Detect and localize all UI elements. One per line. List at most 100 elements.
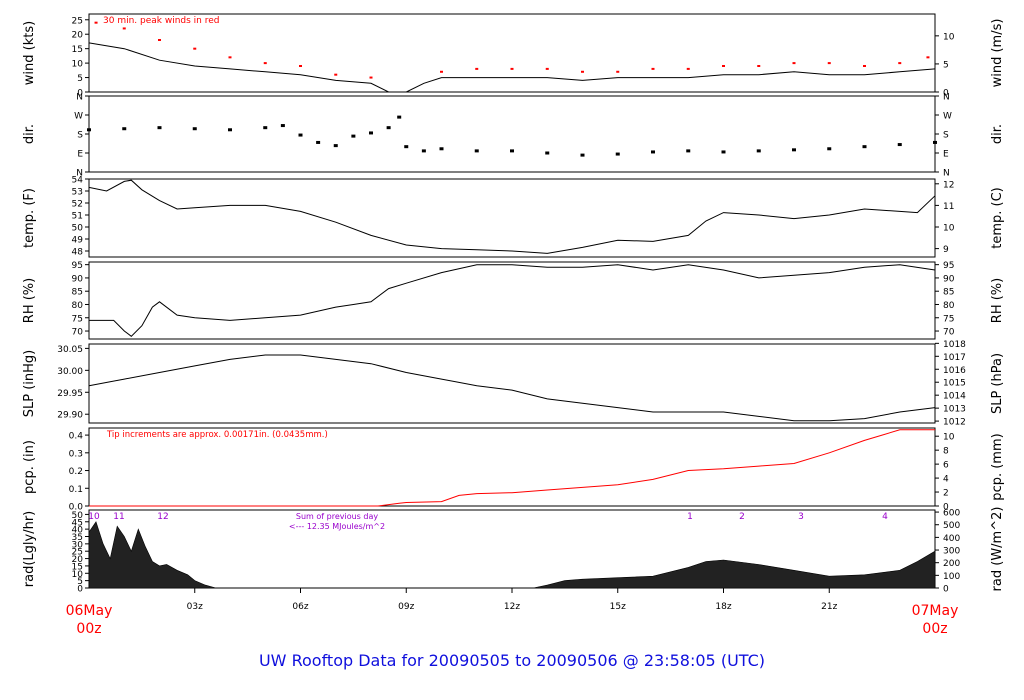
left-tick-label: 0 <box>77 89 83 99</box>
direction-point <box>316 140 321 144</box>
left-tick-label: 30.05 <box>57 345 83 355</box>
right-tick-label: 9 <box>943 245 949 255</box>
peak-wind-mark <box>158 39 161 41</box>
left-tick-label: 0.2 <box>69 467 83 477</box>
direction-point <box>439 147 444 151</box>
direction-point <box>615 152 620 156</box>
rad-hour-label: 3 <box>798 512 804 522</box>
right-tick-label: 1018 <box>943 340 966 350</box>
right-tick-label: S <box>943 131 949 141</box>
left-tick-label: 29.95 <box>57 389 83 399</box>
peak-wind-mark <box>616 70 620 73</box>
left-tick-label: 0 <box>77 585 83 595</box>
right-tick-label: 11 <box>943 202 954 212</box>
left-tick-label: 0.1 <box>69 485 83 495</box>
right-tick-label: 0 <box>943 89 949 99</box>
ylabel-left-pcp: pcp. (in) <box>22 440 37 494</box>
time-tick-label: 03z <box>187 602 203 612</box>
left-tick-label: 25 <box>72 548 83 558</box>
left-tick-label: 0.3 <box>69 449 83 459</box>
ylabel-left-dir: dir. <box>22 124 37 144</box>
direction-point <box>397 115 402 119</box>
left-tick-label: 10 <box>72 570 84 580</box>
ylabel-right-slp: SLP (hPa) <box>990 353 1005 414</box>
wind-annotation: 30 min. peak winds in red <box>103 16 220 26</box>
right-tick-label: 10 <box>943 32 955 42</box>
direction-point <box>192 127 197 131</box>
left-tick-label: 29.90 <box>57 411 83 421</box>
panel-frame-pcp <box>88 427 936 507</box>
left-tick-label: N <box>76 169 83 179</box>
direction-point <box>386 126 391 130</box>
chart-title: UW Rooftop Data for 20090505 to 20090506… <box>258 651 766 670</box>
ylabel-right-dir: dir. <box>990 124 1005 144</box>
right-tick-label: 200 <box>943 559 960 569</box>
left-tick-label: 50 <box>72 511 84 521</box>
left-tick-label: W <box>74 112 83 122</box>
rad-hour-label: 11 <box>113 512 124 522</box>
right-tick-label: 6 <box>943 461 949 471</box>
peak-wind-mark <box>926 56 930 59</box>
wind-series-line <box>88 42 936 93</box>
time-tick-label: 06z <box>292 602 308 612</box>
left-tick-label: 90 <box>72 274 84 284</box>
ylabel-left-rh: RH (%) <box>22 278 37 323</box>
peak-wind-mark <box>94 21 98 24</box>
left-tick-label: 95 <box>72 261 83 271</box>
direction-point <box>756 149 761 153</box>
peak-wind-mark <box>827 62 831 65</box>
peak-wind-mark <box>263 62 267 65</box>
right-tick-label: 1013 <box>943 405 966 415</box>
panel-frame-temp <box>88 178 936 258</box>
right-tick-label: 75 <box>943 314 954 324</box>
left-tick-label: 51 <box>72 212 83 222</box>
ylabel-left-slp: SLP (inHg) <box>22 350 37 418</box>
rad-annotation-value: <--- 12.35 MJoules/m^2 <box>289 522 385 531</box>
left-tick-label: 0.0 <box>69 503 84 513</box>
peak-wind-mark <box>651 67 655 70</box>
left-tick-label: 15 <box>72 562 83 572</box>
ylabel-right-temp: temp. (C) <box>990 187 1005 249</box>
ylabel-left-temp: temp. (F) <box>22 188 37 248</box>
right-tick-label: 1015 <box>943 379 966 389</box>
left-tick-label: 70 <box>72 328 84 338</box>
peak-wind-mark <box>228 56 232 59</box>
direction-point <box>897 143 902 147</box>
left-tick-label: 25 <box>72 16 83 26</box>
end-date-label: 07May <box>912 603 959 619</box>
peak-wind-mark <box>757 65 761 67</box>
right-tick-label: W <box>943 112 952 122</box>
right-tick-label: 500 <box>943 521 960 531</box>
left-tick-label: 0.4 <box>69 432 84 442</box>
left-tick-label: S <box>77 131 83 141</box>
time-tick-label: 21z <box>821 602 837 612</box>
panel-frame-wind <box>88 13 936 93</box>
right-tick-label: 85 <box>943 288 954 298</box>
peak-wind-mark <box>898 62 902 65</box>
left-tick-label: 80 <box>72 301 84 311</box>
ylabel-left-wind: wind (kts) <box>22 21 37 85</box>
pcp-annotation: Tip increments are approx. 0.00171in. (0… <box>106 430 328 440</box>
temp-series-line <box>88 179 936 254</box>
slp-series-line <box>88 354 936 422</box>
rad-hour-label: 12 <box>157 512 168 522</box>
rad-annotation-sum: Sum of previous day <box>296 512 378 521</box>
peak-wind-mark <box>545 67 549 70</box>
left-tick-label: 30.00 <box>57 367 83 377</box>
direction-point <box>263 126 268 130</box>
peak-wind-mark <box>792 62 796 65</box>
right-tick-label: 70 <box>943 328 955 338</box>
peak-wind-mark <box>722 65 725 67</box>
direction-point <box>862 145 867 149</box>
time-tick-label: 12z <box>504 602 520 612</box>
right-tick-label: 1014 <box>943 392 966 402</box>
peak-wind-mark <box>686 67 690 70</box>
direction-point <box>351 134 356 138</box>
direction-point <box>792 148 796 152</box>
direction-point <box>298 133 303 137</box>
right-tick-label: 4 <box>943 475 949 485</box>
left-tick-label: 5 <box>77 577 83 587</box>
peak-wind-mark <box>369 76 373 79</box>
right-tick-label: 300 <box>943 547 960 557</box>
